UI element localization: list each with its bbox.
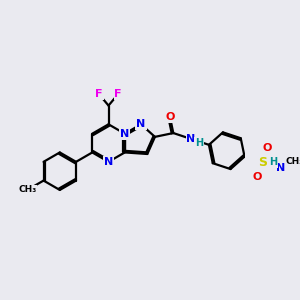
Text: O: O — [253, 172, 262, 182]
Text: S: S — [258, 156, 267, 169]
Text: N: N — [187, 134, 196, 144]
Text: N: N — [275, 164, 285, 173]
Text: N: N — [120, 129, 129, 139]
Text: H: H — [270, 157, 278, 167]
Text: CH₃: CH₃ — [285, 157, 300, 166]
Text: H: H — [195, 138, 203, 148]
Text: N: N — [104, 157, 113, 167]
Text: F: F — [95, 89, 103, 99]
Text: O: O — [262, 143, 272, 153]
Text: CH₃: CH₃ — [18, 185, 36, 194]
Text: F: F — [114, 89, 122, 99]
Text: O: O — [165, 112, 175, 122]
Text: N: N — [136, 119, 146, 129]
